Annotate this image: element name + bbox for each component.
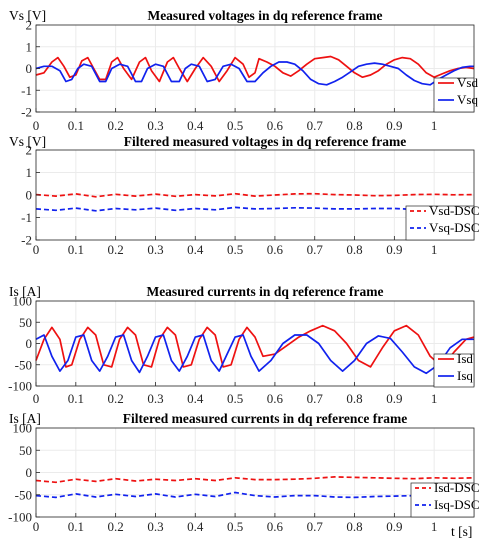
y-tick-label: -100 — [8, 510, 32, 525]
x-tick-label: 1 — [431, 519, 438, 534]
y-tick-label: 50 — [19, 315, 32, 330]
x-tick-label: 0.2 — [108, 519, 124, 534]
x-tick-label: 0.6 — [267, 519, 284, 534]
panel-3: 0 0.1 0.2 0.3 0.4 0.5 0.6 0.7 0.8 0.9 1 -100 -50 0 50 1… — [8, 284, 475, 406]
x-tick-label: 0.1 — [68, 118, 84, 133]
series-line-vsd — [35, 55, 475, 83]
x-tick-label: 0.8 — [346, 391, 362, 406]
x-tick-label: 0.4 — [187, 391, 204, 406]
x-tick-label: 1 — [431, 391, 438, 406]
x-tick-label: 0.3 — [147, 519, 163, 534]
x-tick-label: 0.5 — [227, 391, 243, 406]
x-tick-label: 0.8 — [346, 118, 362, 133]
legend: Isd-DSC Isq-DSC — [410, 480, 480, 518]
x-tick-label: 0.3 — [147, 242, 163, 257]
x-tick-label: 0.7 — [307, 519, 324, 534]
legend: Vsd Vsq — [433, 75, 478, 113]
legend-entry: Vsq-DSC — [429, 220, 480, 235]
y-axis-label: Vs [V] — [9, 8, 46, 23]
x-tick-label: 0.7 — [307, 118, 324, 133]
x-tick-label: 0.7 — [307, 242, 324, 257]
series-line-vsd-dsc — [35, 192, 475, 198]
legend-entry: Vsd — [457, 75, 478, 90]
chart-title: Filtered measured voltages in dq referen… — [124, 134, 406, 149]
y-tick-label: -2 — [21, 233, 32, 248]
y-tick-label: -50 — [15, 487, 32, 502]
series-line-vsq — [35, 61, 474, 86]
legend-entry: Isq-DSC — [434, 497, 480, 512]
legend: Vsd-DSC Vsq-DSC — [405, 203, 480, 241]
legend-entry: Isd — [457, 351, 473, 366]
legend-entry: Vsd-DSC — [429, 203, 480, 218]
x-tick-label: 0.3 — [147, 391, 163, 406]
x-tick-label: 1 — [431, 242, 438, 257]
x-tick-label: 0.6 — [267, 118, 284, 133]
y-tick-label: 0 — [26, 336, 33, 351]
legend-entry: Vsq — [457, 92, 478, 107]
x-tick-label: 0 — [33, 118, 40, 133]
x-tick-label: 0.2 — [108, 391, 124, 406]
y-axis-label: Is [A] — [9, 411, 41, 426]
x-tick-label: 0.9 — [386, 118, 402, 133]
y-tick-label: -1 — [21, 83, 32, 98]
x-tick-label: 0.9 — [386, 519, 402, 534]
x-tick-label: 0.2 — [108, 118, 124, 133]
x-tick-label: 0.9 — [386, 242, 402, 257]
x-tick-label: 0.5 — [227, 519, 243, 534]
x-tick-label: 0.4 — [187, 118, 204, 133]
x-tick-label: 0.5 — [227, 118, 243, 133]
x-tick-label: 0.1 — [68, 242, 84, 257]
panel-1: 0 0.1 0.2 0.3 0.4 0.5 0.6 0.7 0.8 0.9 1 -2 -1 0 1 2Vs [… — [9, 8, 478, 133]
y-tick-label: -1 — [21, 210, 32, 225]
legend-entry: Isq — [457, 368, 473, 383]
y-tick-label: 1 — [26, 165, 33, 180]
y-tick-label: 2 — [26, 18, 33, 33]
series-line-isd-dsc — [35, 476, 475, 484]
x-tick-label: 0.6 — [267, 242, 284, 257]
x-tick-label: 0.9 — [386, 391, 402, 406]
y-tick-label: 50 — [19, 443, 32, 458]
y-tick-label: 0 — [26, 61, 33, 76]
x-tick-label: 1 — [431, 118, 438, 133]
x-tick-label: 0.2 — [108, 242, 124, 257]
y-tick-label: 0 — [26, 465, 33, 480]
series-line-isq — [35, 334, 474, 375]
panel-4: 0 0.1 0.2 0.3 0.4 0.5 0.6 0.7 0.8 0.9 1 -100 -50 0 50 1… — [8, 411, 479, 534]
y-tick-label: -100 — [8, 379, 32, 394]
y-tick-label: -50 — [15, 357, 32, 372]
chart-title: Measured voltages in dq reference frame — [147, 8, 382, 23]
x-tick-label: 0.3 — [147, 118, 163, 133]
y-tick-label: 1 — [26, 39, 33, 54]
panel-2: 0 0.1 0.2 0.3 0.4 0.5 0.6 0.7 0.8 0.9 1 -2 -1 0 1 2Vs [… — [9, 134, 480, 257]
series-line-isd — [35, 324, 475, 368]
y-tick-label: 0 — [26, 188, 33, 203]
x-tick-label: 0.8 — [346, 519, 362, 534]
y-axis-label: Vs [V] — [9, 134, 46, 149]
y-tick-label: 100 — [13, 294, 33, 309]
series-line-isq-dsc — [35, 491, 474, 499]
x-tick-label: 0.8 — [346, 242, 362, 257]
x-tick-label: 0 — [33, 519, 40, 534]
chart-title: Measured currents in dq reference frame — [146, 284, 383, 299]
legend-entry: Isd-DSC — [434, 480, 480, 495]
x-tick-label: 0.4 — [187, 519, 204, 534]
y-tick-label: 100 — [13, 421, 33, 436]
x-tick-label: 0.5 — [227, 242, 243, 257]
x-tick-label: 0 — [33, 391, 40, 406]
series-line-vsq-dsc — [35, 206, 474, 212]
x-tick-label: 0.6 — [267, 391, 284, 406]
x-tick-label: 0.1 — [68, 391, 84, 406]
y-tick-label: -2 — [21, 105, 32, 120]
legend-box — [410, 482, 475, 518]
x-tick-label: 0.7 — [307, 391, 324, 406]
x-tick-label: 0 — [33, 242, 40, 257]
x-tick-label: 0.4 — [187, 242, 204, 257]
y-axis-label: Is [A] — [9, 284, 41, 299]
chart-title: Filtered measured currents in dq referen… — [123, 411, 407, 426]
x-tick-label: 0.1 — [68, 519, 84, 534]
y-tick-label: 2 — [26, 143, 33, 158]
x-axis-label: t [s] — [451, 524, 472, 539]
legend: Isd Isq — [433, 351, 475, 388]
